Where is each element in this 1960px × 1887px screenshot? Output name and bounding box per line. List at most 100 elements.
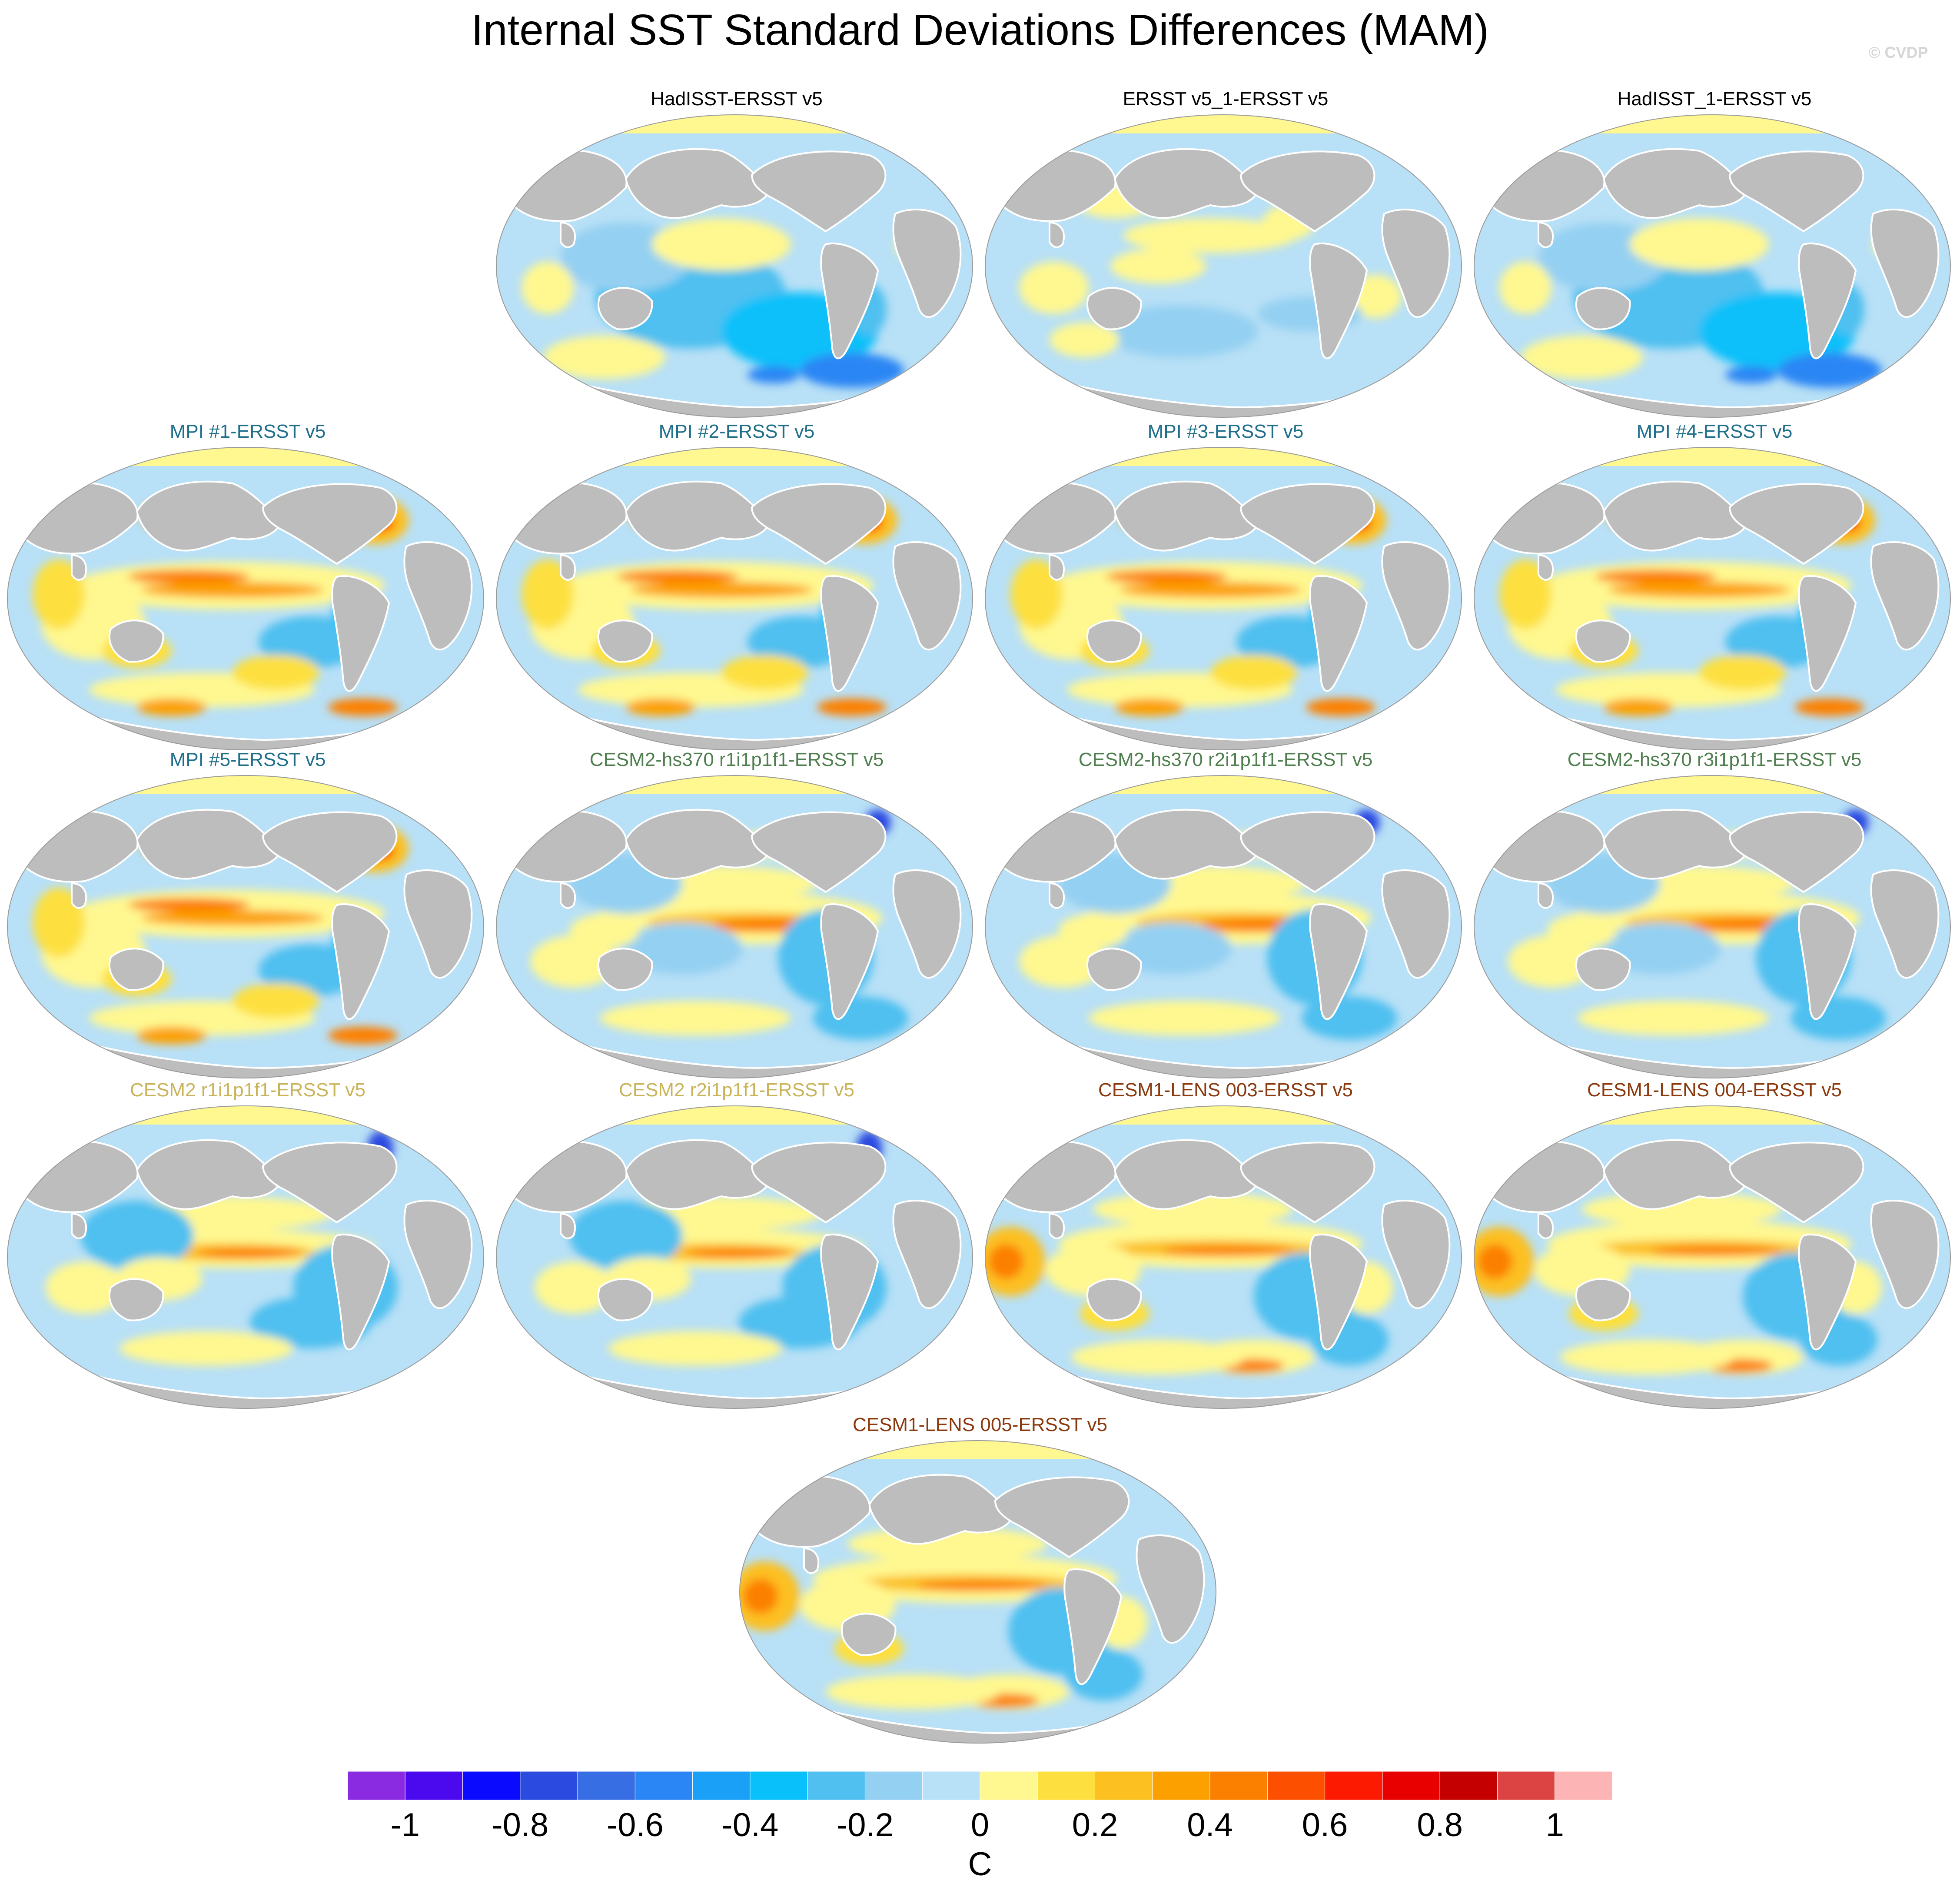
colorbar-swatch xyxy=(1325,1771,1383,1800)
world-map xyxy=(985,114,1462,418)
anomaly-region xyxy=(33,559,85,629)
colorbar-swatch xyxy=(462,1771,521,1800)
credit-text: © CVDP xyxy=(1869,43,1928,61)
land-eurasia xyxy=(136,480,282,552)
anomaly-region xyxy=(530,935,617,988)
arctic-field xyxy=(740,1441,1216,1459)
land-australia xyxy=(1575,619,1631,663)
land-africa xyxy=(892,869,962,979)
land-eurasia xyxy=(625,480,771,552)
anomaly-region xyxy=(608,1331,782,1366)
land-india xyxy=(71,1212,87,1239)
land-africa xyxy=(1381,209,1451,318)
anomaly-region xyxy=(141,582,324,598)
map-panel: MPI #2-ERSST v5 xyxy=(495,419,978,750)
land-southAm xyxy=(1063,1568,1123,1685)
colorbar-tick-label: -0.6 xyxy=(606,1807,664,1844)
panel-title: MPI #1-ERSST v5 xyxy=(169,421,326,442)
colorbar-tick-label: 0.6 xyxy=(1302,1807,1348,1844)
land-africa xyxy=(1870,541,1940,651)
land-india xyxy=(560,221,576,248)
land-eurasia xyxy=(1113,480,1259,552)
world-map xyxy=(7,1105,484,1409)
anomaly-region xyxy=(743,1579,778,1614)
land-northAm xyxy=(1728,150,1864,233)
anomaly-region xyxy=(1560,1340,1734,1374)
land-southAm xyxy=(331,1234,390,1351)
world-map xyxy=(7,447,484,750)
world-map xyxy=(1474,775,1951,1078)
land-australia xyxy=(597,287,653,330)
anomaly-region xyxy=(1499,559,1551,629)
colorbar-swatch xyxy=(1152,1771,1210,1800)
anomaly-region xyxy=(120,1331,293,1366)
map-panel: HadISST_1-ERSST v5 xyxy=(1473,87,1956,418)
arctic-field xyxy=(1474,1106,1950,1125)
colorbar-tick-label: -1 xyxy=(390,1807,420,1844)
colorbar-tick-label: -0.4 xyxy=(721,1807,779,1844)
land-eurasia xyxy=(625,1139,771,1210)
world-map xyxy=(1474,447,1951,750)
panel-title: CESM1-LENS 005-ERSST v5 xyxy=(852,1414,1108,1435)
world-map xyxy=(985,447,1462,750)
land-northAm xyxy=(1728,483,1864,565)
land-india xyxy=(1049,554,1065,581)
land-eurasia xyxy=(868,1474,1014,1545)
anomaly-region xyxy=(198,1248,302,1258)
anomaly-region xyxy=(813,996,908,1040)
panel-title: MPI #3-ERSST v5 xyxy=(1147,421,1304,442)
map-panel: MPI #4-ERSST v5 xyxy=(1473,419,1956,750)
map-outline xyxy=(985,447,1462,750)
land-eurasia xyxy=(625,809,771,880)
land-northAm xyxy=(751,483,887,565)
map-outline xyxy=(985,775,1462,1078)
map-outline xyxy=(7,775,484,1078)
land-eurasia xyxy=(136,1139,282,1210)
land-northAm xyxy=(262,1142,398,1224)
colorbar xyxy=(348,1771,1612,1800)
colorbar-tick-label: 0.2 xyxy=(1072,1807,1118,1844)
anomaly-region xyxy=(617,570,739,584)
colorbar-swatch xyxy=(1439,1771,1498,1800)
land-australia xyxy=(597,948,653,991)
land-northAm xyxy=(1239,150,1375,233)
land-india xyxy=(560,882,576,909)
anomaly-region xyxy=(137,699,206,716)
anomaly-region xyxy=(1019,935,1106,988)
anomaly-region xyxy=(535,1261,613,1314)
colorbar-swatch xyxy=(1095,1771,1153,1800)
land-africa xyxy=(403,541,473,651)
world-map xyxy=(739,1440,1216,1744)
land-eurasia xyxy=(625,148,771,219)
anomaly-region xyxy=(128,570,250,584)
anomaly-region xyxy=(1699,655,1786,690)
panel-title: HadISST_1-ERSST v5 xyxy=(1617,88,1812,110)
anomaly-region xyxy=(1106,570,1228,584)
anomaly-region xyxy=(1521,336,1643,379)
arctic-field xyxy=(7,1106,484,1125)
colorbar-tick-label: 0 xyxy=(970,1807,990,1844)
arctic-field xyxy=(7,447,484,466)
panel-title: CESM2-hs370 r3i1p1f1-ERSST v5 xyxy=(1567,749,1862,770)
anomaly-region xyxy=(1795,699,1864,716)
land-india xyxy=(71,554,87,581)
land-southAm xyxy=(1309,903,1368,1020)
panel-title: CESM1-LENS 003-ERSST v5 xyxy=(1098,1079,1353,1101)
anomaly-region xyxy=(989,1244,1023,1279)
land-india xyxy=(1538,554,1554,581)
anomaly-region xyxy=(233,983,319,1018)
arctic-field xyxy=(496,775,973,794)
anomaly-region xyxy=(1725,366,1777,383)
land-africa xyxy=(1381,1200,1451,1309)
anomaly-region xyxy=(1547,914,1617,948)
panel-title: HadISST-ERSST v5 xyxy=(651,88,823,110)
anomaly-region xyxy=(522,262,574,314)
land-india xyxy=(1538,1212,1554,1239)
map-outline xyxy=(496,775,973,1078)
land-southAm xyxy=(1798,575,1857,692)
colorbar-unit: C xyxy=(968,1846,992,1883)
map-panel: CESM2 r1i1p1f1-ERSST v5 xyxy=(7,1078,489,1409)
panel-title: CESM2 r2i1p1f1-ERSST v5 xyxy=(618,1079,855,1101)
colorbar-swatch xyxy=(807,1771,865,1800)
land-australia xyxy=(108,948,164,991)
